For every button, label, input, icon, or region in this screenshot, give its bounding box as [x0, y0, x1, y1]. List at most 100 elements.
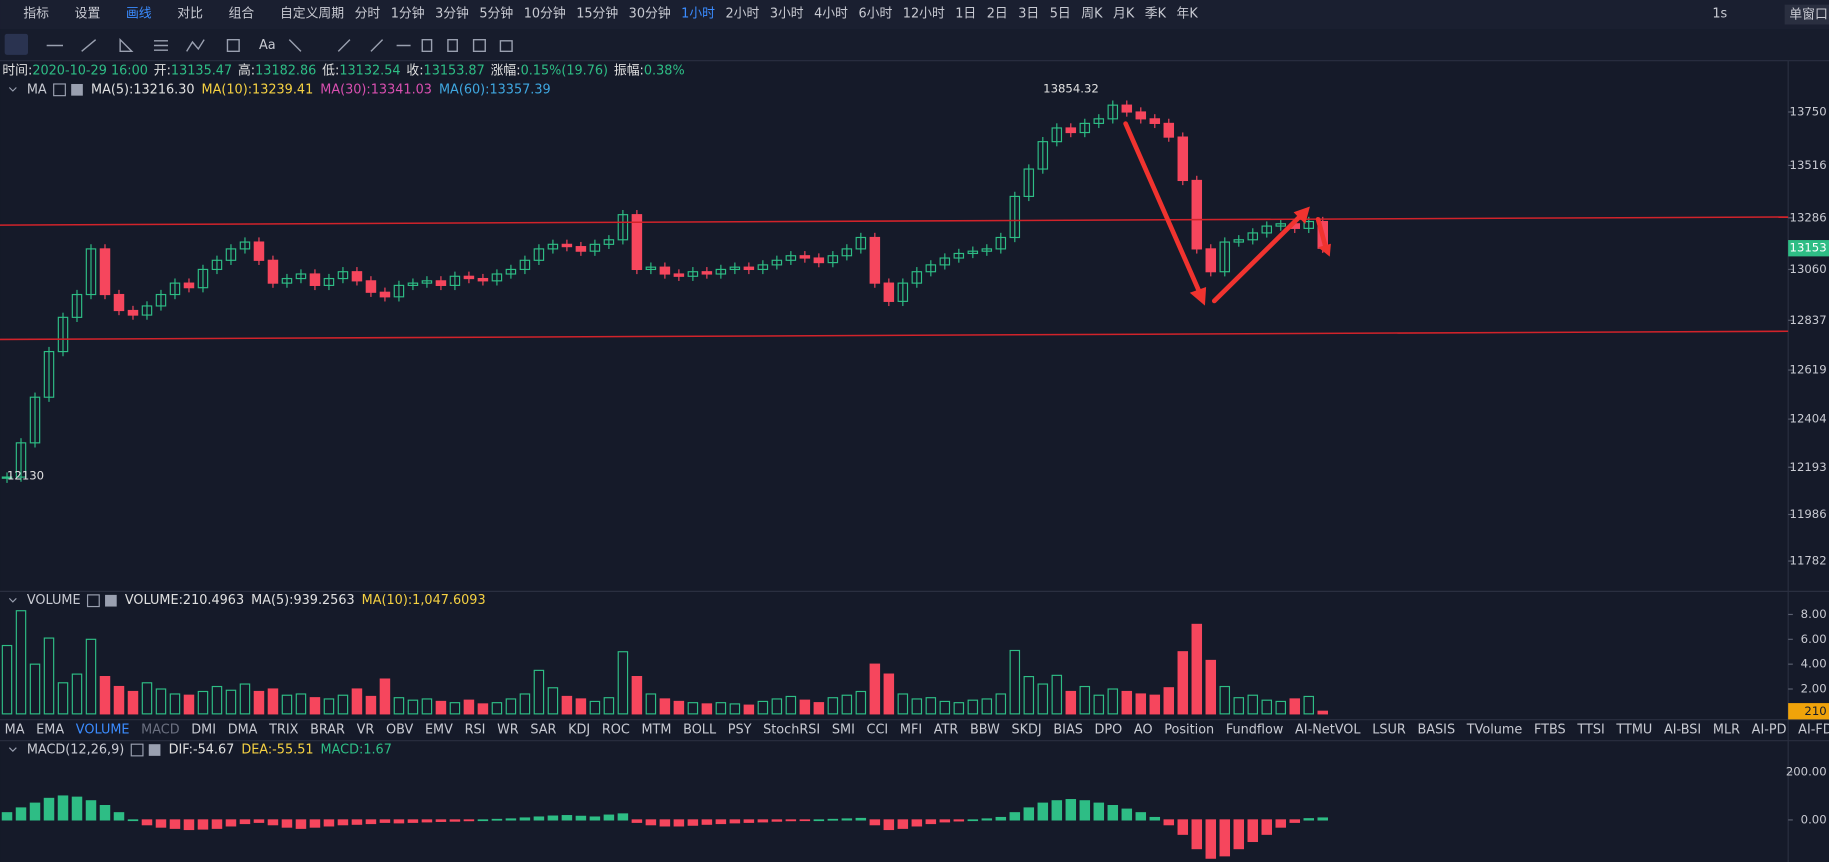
text-tool[interactable]: Aa: [259, 38, 276, 53]
indicator-tab[interactable]: SKDJ: [1011, 723, 1041, 738]
draw-tool-icons: [46, 37, 513, 53]
period-button[interactable]: 4小时: [814, 6, 848, 21]
period-button[interactable]: 10分钟: [524, 5, 566, 21]
indicator-tab[interactable]: DPO: [1095, 723, 1123, 738]
indicator-tab[interactable]: AI-BSI: [1664, 723, 1701, 738]
indicator-tab[interactable]: MA: [5, 723, 25, 738]
volume-bar: [253, 690, 265, 715]
toolbar-button[interactable]: 对比: [177, 6, 203, 21]
period-button[interactable]: 自定义周期: [280, 6, 344, 21]
indicator-tab[interactable]: Fundflow: [1226, 723, 1284, 738]
indicator-tab[interactable]: TVolume: [1466, 723, 1523, 738]
window-button[interactable]: 单窗口: [1789, 8, 1827, 23]
period-button[interactable]: 月K: [1113, 6, 1135, 21]
indicator-tab[interactable]: VR: [357, 723, 375, 738]
period-button[interactable]: 5日: [1050, 6, 1071, 21]
indicator-tab[interactable]: BRAR: [310, 723, 345, 738]
indicator-tab[interactable]: Position: [1164, 723, 1214, 738]
period-button[interactable]: 2小时: [726, 6, 760, 21]
period-button[interactable]: 5分钟: [479, 5, 513, 21]
period-button[interactable]: 3日: [1018, 6, 1039, 21]
indicator-tab[interactable]: BASIS: [1417, 723, 1455, 738]
indicator-tab[interactable]: CCI: [867, 723, 889, 738]
indicator-tab[interactable]: MACD: [141, 723, 180, 738]
indicator-tab[interactable]: VOLUME: [76, 723, 130, 738]
indicator-tab[interactable]: MLR: [1713, 723, 1740, 738]
candle-body: [407, 282, 419, 286]
indicator-tab[interactable]: RSI: [465, 723, 486, 738]
period-button[interactable]: 1分钟: [391, 5, 425, 21]
macd-bar: [939, 819, 951, 823]
indicator-tab[interactable]: TTSI: [1576, 723, 1604, 738]
period-button[interactable]: 30分钟: [629, 5, 671, 21]
period-button[interactable]: 1日: [955, 6, 976, 21]
macd-bar: [659, 819, 671, 827]
period-button[interactable]: 年K: [1177, 6, 1199, 21]
toolbar-button[interactable]: 设置: [75, 6, 101, 21]
period-button[interactable]: 6小时: [858, 6, 892, 21]
period-button[interactable]: 季K: [1145, 6, 1167, 21]
indicator-tab[interactable]: OBV: [386, 723, 414, 738]
macd-bar: [1275, 819, 1287, 828]
indicator-tab[interactable]: EMV: [425, 723, 453, 738]
settings-icon[interactable]: [86, 594, 100, 608]
y-tick-label: 13286: [1790, 210, 1827, 224]
volume-bar: [365, 695, 377, 715]
indicator-tab[interactable]: WR: [497, 723, 519, 738]
toolbar-button[interactable]: 组合: [229, 6, 255, 21]
toolbar-button[interactable]: 画线: [126, 6, 152, 21]
indicator-tab[interactable]: ATR: [934, 723, 959, 738]
period-button[interactable]: 3分钟: [435, 5, 469, 21]
period-button[interactable]: 3小时: [770, 6, 804, 21]
settings-icon[interactable]: [130, 743, 144, 757]
candle-body: [323, 277, 335, 286]
candle-body: [631, 214, 643, 271]
close-icon[interactable]: [148, 744, 161, 756]
indicator-tab[interactable]: EMA: [36, 723, 64, 738]
indicator-tab[interactable]: TTMU: [1615, 723, 1652, 738]
indicator-tab[interactable]: BIAS: [1053, 723, 1083, 738]
period-button[interactable]: 周K: [1081, 6, 1103, 21]
refresh-rate[interactable]: 1s: [1712, 6, 1727, 21]
indicator-tab[interactable]: AI-PD: [1752, 723, 1787, 738]
macd-bar: [687, 819, 699, 826]
period-button[interactable]: 分时: [355, 6, 381, 21]
indicator-tab[interactable]: SMI: [832, 723, 855, 738]
candle-body: [785, 255, 797, 261]
indicator-tab[interactable]: TRIX: [268, 723, 299, 738]
cursor-tool[interactable]: [4, 33, 29, 55]
indicator-tab[interactable]: LSUR: [1372, 723, 1406, 738]
indicator-tab[interactable]: BBW: [970, 723, 1000, 738]
indicator-tab[interactable]: MTM: [641, 723, 671, 738]
settings-icon[interactable]: [53, 83, 66, 97]
close-icon[interactable]: [71, 83, 83, 96]
candle-body: [533, 248, 545, 261]
period-button[interactable]: 12小时: [903, 6, 945, 21]
volume-bar: [743, 704, 755, 715]
close-icon[interactable]: [105, 594, 117, 607]
period-button[interactable]: 2日: [987, 6, 1008, 21]
toolbar-button[interactable]: 指标: [23, 6, 49, 21]
macd-bar: [883, 819, 895, 831]
indicator-tab[interactable]: AO: [1134, 723, 1153, 738]
indicator-tab[interactable]: ROC: [602, 723, 630, 738]
volume-bar: [1, 644, 13, 715]
indicator-tab[interactable]: KDJ: [568, 723, 590, 738]
period-button[interactable]: 15分钟: [576, 5, 618, 21]
indicator-tab[interactable]: FTBS: [1534, 723, 1566, 738]
indicator-tab[interactable]: BOLL: [683, 723, 717, 738]
indicator-tab[interactable]: DMA: [228, 723, 258, 738]
period-button[interactable]: 1小时: [681, 6, 715, 21]
indicator-tab[interactable]: SAR: [530, 723, 556, 738]
indicator-tab[interactable]: StochRSI: [763, 723, 820, 738]
indicator-tab[interactable]: DMI: [191, 723, 216, 738]
volume-bar: [827, 697, 839, 715]
indicator-tab[interactable]: PSY: [728, 723, 752, 738]
indicator-tab[interactable]: MFI: [900, 723, 922, 738]
info-label: 开:: [154, 64, 171, 79]
window-button-bg[interactable]: [1784, 4, 1829, 25]
indicator-tab[interactable]: AI-NetVOL: [1295, 723, 1361, 738]
indicator-tab[interactable]: AI-FDI: [1798, 723, 1829, 738]
macd-bar: [477, 819, 489, 822]
